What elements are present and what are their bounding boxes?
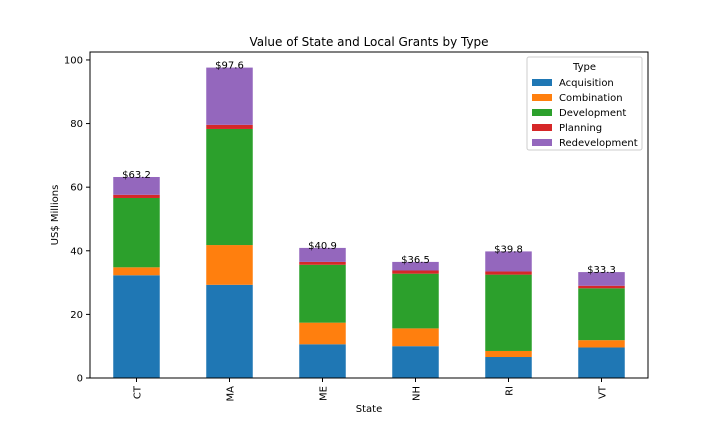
bar-me-redevelopment (299, 247, 346, 262)
legend-label-planning: Planning (559, 123, 602, 134)
bar-ct-development (113, 197, 160, 268)
y-axis: 0 20 40 60 80 100 (64, 55, 90, 385)
bar-nh-combination (392, 328, 439, 347)
x-tick-label-ma: MA (226, 386, 237, 402)
y-tick-label-100: 100 (64, 55, 83, 66)
y-tick-label-80: 80 (70, 119, 83, 130)
bar-ma-acquisition (206, 284, 253, 378)
bar-ma-combination (206, 245, 253, 285)
total-label-vt: $33.3 (587, 265, 616, 276)
bar-nh-redevelopment (392, 261, 439, 271)
bar-ri-planning (485, 271, 532, 275)
bar-nh-development (392, 273, 439, 329)
bar-vt-acquisition (578, 347, 625, 378)
bar-me-development (299, 264, 346, 323)
bar-nh-acquisition (392, 346, 439, 378)
legend-swatch-redevelopment (532, 139, 552, 146)
legend: Type Acquisition Combination Development Pla… (526, 56, 643, 151)
plot-frame (89, 51, 649, 379)
total-label-nh: $36.5 (401, 255, 430, 266)
bar-ma-development (206, 128, 253, 246)
bar-me-planning (299, 261, 346, 265)
x-tick-label-nh: NH (412, 386, 423, 401)
bar-ma-redevelopment (206, 67, 253, 125)
total-labels-layer: $63.2 $97.6 $40.9 $36.5 $39.8 $33.3 (122, 61, 616, 277)
total-label-ma: $97.6 (215, 61, 244, 72)
x-tick-label-ct: CT (133, 385, 144, 399)
bar-ri-development (485, 274, 532, 351)
bar-ri-acquisition (485, 357, 532, 378)
legend-swatch-combination (532, 94, 552, 101)
bar-ri-redevelopment (485, 251, 532, 272)
bar-ma-planning (206, 124, 253, 129)
legend-swatch-acquisition (532, 79, 552, 86)
legend-label-acquisition: Acquisition (559, 78, 614, 89)
bars-layer (113, 67, 625, 378)
legend-swatch-development (532, 109, 552, 116)
x-tick-label-vt: VT (598, 385, 609, 399)
y-tick-label-0: 0 (77, 374, 83, 385)
x-axis: CT MA ME NH RI VT (133, 378, 609, 401)
x-axis-label: State (356, 404, 382, 415)
total-label-ri: $39.8 (494, 244, 523, 255)
bar-vt-redevelopment (578, 272, 625, 286)
bar-ct-combination (113, 267, 160, 276)
chart-title: Value of State and Local Grants by Type (249, 35, 488, 49)
y-axis-label: US$ Millions (50, 185, 61, 246)
bar-vt-combination (578, 340, 625, 348)
bar-ct-acquisition (113, 275, 160, 378)
legend-label-redevelopment: Redevelopment (559, 138, 638, 149)
x-tick-label-me: ME (319, 386, 330, 401)
x-tick-label-ri: RI (505, 386, 516, 396)
y-tick-label-20: 20 (70, 310, 83, 321)
legend-title: Type (572, 62, 596, 73)
legend-swatch-planning (532, 124, 552, 131)
bar-ct-planning (113, 194, 160, 198)
y-tick-label-40: 40 (70, 246, 83, 257)
bar-nh-planning (392, 270, 439, 274)
legend-label-combination: Combination (559, 93, 623, 104)
total-label-ct: $63.2 (122, 170, 151, 181)
legend-box (526, 56, 643, 151)
bar-ri-combination (485, 350, 532, 358)
total-label-me: $40.9 (308, 241, 337, 252)
y-tick-label-60: 60 (70, 183, 83, 194)
bar-me-acquisition (299, 344, 346, 378)
legend-label-development: Development (559, 108, 626, 119)
bar-ct-redevelopment (113, 176, 160, 195)
bar-vt-planning (578, 285, 625, 289)
bar-me-combination (299, 322, 346, 345)
bar-vt-development (578, 288, 625, 341)
